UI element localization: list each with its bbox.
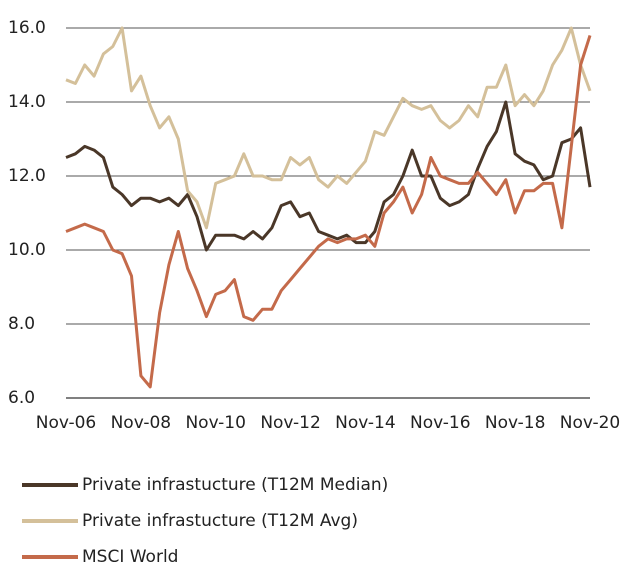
- series-line: [65, 100, 592, 252]
- series-line: [65, 34, 592, 389]
- legend-label: Private infrastucture (T12M Avg): [82, 511, 358, 531]
- y-tick-label: 6.0: [8, 388, 35, 408]
- x-tick-label: Nov-20: [560, 413, 621, 433]
- series-line: [65, 26, 592, 230]
- y-tick-label: 10.0: [8, 240, 46, 260]
- y-tick-label: 8.0: [8, 314, 35, 334]
- x-tick-label: Nov-08: [111, 413, 172, 433]
- x-tick-label: Nov-16: [410, 413, 471, 433]
- x-tick-label: Nov-12: [260, 413, 321, 433]
- x-tick-label: Nov-10: [185, 413, 246, 433]
- y-tick-label: 12.0: [8, 166, 46, 186]
- x-tick-label: Nov-18: [485, 413, 546, 433]
- legend-label: MSCI World: [82, 547, 178, 565]
- y-tick-label: 14.0: [8, 92, 46, 112]
- x-tick-label: Nov-14: [335, 413, 396, 433]
- legend-label: Private infrastucture (T12M Median): [82, 475, 388, 495]
- x-tick-label: Nov-06: [36, 413, 97, 433]
- y-tick-label: 16.0: [8, 18, 46, 38]
